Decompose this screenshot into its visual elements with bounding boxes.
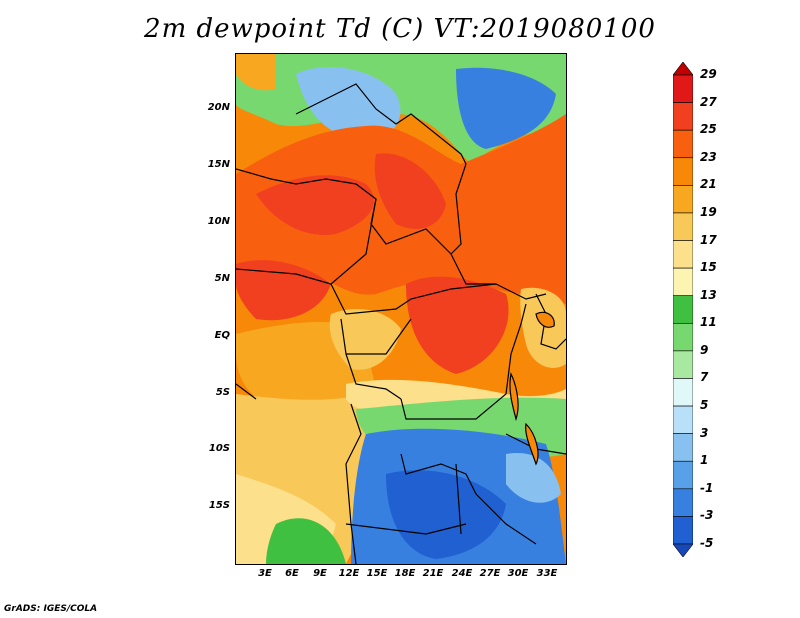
lat-label-10s: 10S [208,443,230,454]
colorbar-label: 11 [700,315,717,330]
colorbar-cell [673,157,693,186]
lat-label-5s: 5S [215,387,230,398]
colorbar [673,62,693,557]
colorbar-cell [673,212,693,241]
colorbar-cell [673,378,693,407]
colorbar-label: 25 [700,122,717,137]
colorbar-cell [673,433,693,462]
lon-label-21e: 21E [422,568,444,579]
grads-credit: GrADS: IGES/COLA [4,604,98,614]
colorbar-cell [673,62,693,76]
colorbar-label: 21 [700,177,717,192]
colorbar-label: -3 [700,508,714,523]
dewpoint-map [235,53,567,565]
lon-label-12e: 12E [338,568,360,579]
colorbar-cell [673,460,693,490]
colorbar-label: 7 [700,370,709,385]
lon-label-30e: 30E [507,568,529,579]
colorbar-cell [673,543,693,557]
lat-label-10n: 10N [207,216,230,227]
lon-label-9e: 9E [313,568,327,579]
lat-label-5n: 5N [214,273,230,284]
colorbar-cell [673,516,693,545]
map-title: 2m dewpoint Td (C) VT:2019080100 [144,14,656,44]
colorbar-label: 29 [700,67,717,81]
lon-label-3e: 3E [258,568,272,579]
colorbar-cell [673,405,693,434]
colorbar-label: 9 [700,342,709,357]
colorbar-cell [673,240,693,269]
lon-label-18e: 18E [394,568,416,579]
lon-label-15e: 15E [366,568,388,579]
colorbar-cell [673,74,693,103]
colorbar-label: -1 [700,480,714,495]
colorbar-label: 3 [700,425,709,440]
colorbar-label: 15 [700,260,717,275]
colorbar-label: 27 [700,94,717,109]
colorbar-cell [673,185,693,214]
lon-label-27e: 27E [479,568,501,579]
colorbar-label: 13 [700,287,717,302]
colorbar-label: 1 [700,453,709,468]
colorbar-cell [673,488,693,517]
lat-label-eq: EQ [214,330,230,341]
lon-label-6e: 6E [285,568,299,579]
dewpoint-field [236,54,566,564]
lon-label-33e: 33E [536,568,558,579]
lat-label-15n: 15N [207,159,230,170]
colorbar-cell [673,102,693,131]
lon-label-24e: 24E [451,568,473,579]
colorbar-label: 5 [700,398,709,413]
colorbar-cell [673,322,693,352]
colorbar-label: 17 [700,232,717,247]
colorbar-cell [673,267,693,297]
lat-label-20n: 20N [207,102,230,113]
colorbar-cell [673,350,693,379]
colorbar-cell [673,295,693,324]
colorbar-label: -5 [700,536,714,550]
lat-label-15s: 15S [208,500,230,511]
colorbar-label: 19 [700,204,717,219]
colorbar-label: 23 [700,149,717,164]
colorbar-cell [673,129,693,159]
